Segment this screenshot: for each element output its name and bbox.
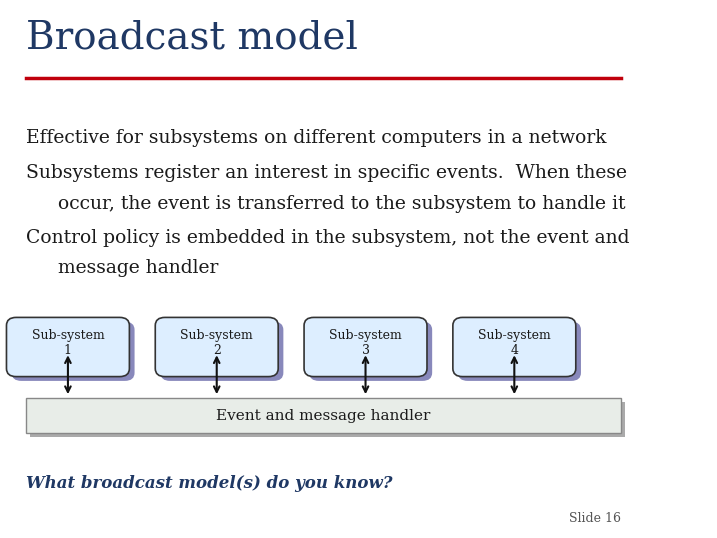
Text: Subsystems register an interest in specific events.  When these: Subsystems register an interest in speci…: [26, 164, 627, 182]
Text: What broadcast model(s) do you know?: What broadcast model(s) do you know?: [26, 475, 392, 492]
FancyBboxPatch shape: [6, 317, 129, 377]
FancyBboxPatch shape: [309, 322, 432, 381]
FancyBboxPatch shape: [156, 317, 278, 377]
Text: Sub-system
2: Sub-system 2: [181, 329, 253, 357]
Text: Effective for subsystems on different computers in a network: Effective for subsystems on different co…: [26, 129, 607, 147]
FancyBboxPatch shape: [161, 322, 283, 381]
Text: Broadcast model: Broadcast model: [26, 19, 358, 56]
Text: Sub-system
1: Sub-system 1: [32, 329, 104, 357]
Text: message handler: message handler: [58, 259, 219, 277]
Text: Event and message handler: Event and message handler: [217, 408, 431, 423]
Text: Slide 16: Slide 16: [569, 512, 621, 525]
FancyBboxPatch shape: [30, 402, 625, 437]
FancyBboxPatch shape: [26, 398, 621, 433]
Text: Sub-system
4: Sub-system 4: [478, 329, 551, 357]
FancyBboxPatch shape: [458, 322, 581, 381]
FancyBboxPatch shape: [11, 322, 135, 381]
Text: Sub-system
3: Sub-system 3: [329, 329, 402, 357]
Text: occur, the event is transferred to the subsystem to handle it: occur, the event is transferred to the s…: [58, 195, 626, 213]
Text: Control policy is embedded in the subsystem, not the event and: Control policy is embedded in the subsys…: [26, 229, 630, 246]
FancyBboxPatch shape: [304, 317, 427, 377]
FancyBboxPatch shape: [453, 317, 576, 377]
